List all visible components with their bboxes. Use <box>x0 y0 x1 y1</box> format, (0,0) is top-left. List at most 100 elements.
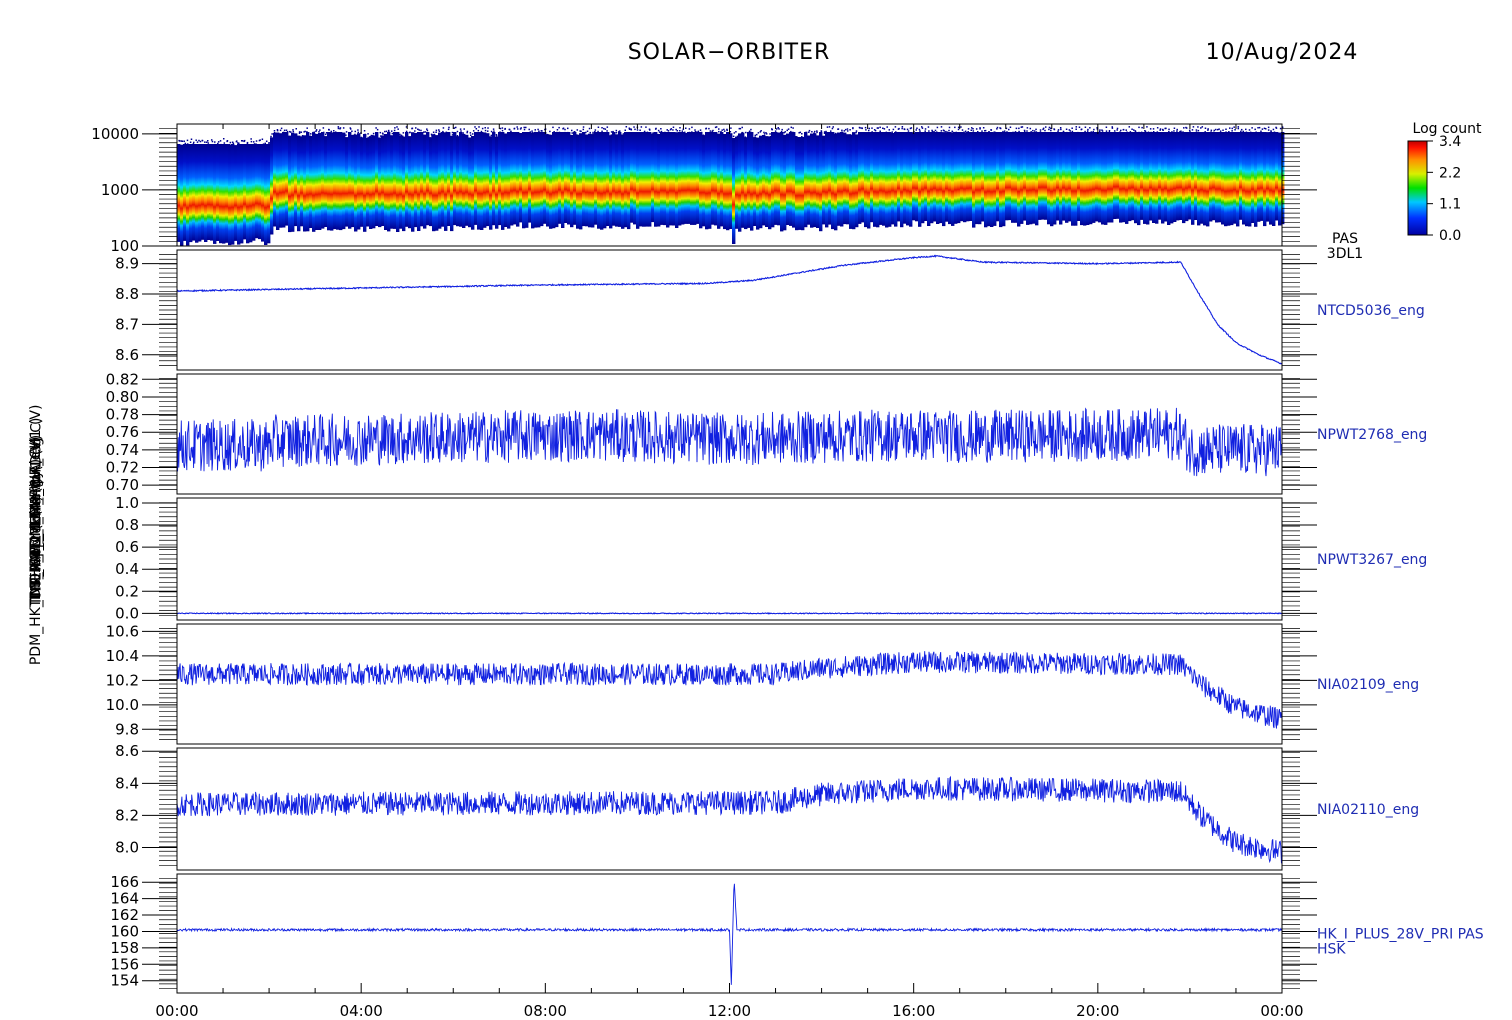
spectrogram-column <box>222 144 226 244</box>
speckle <box>451 134 454 136</box>
spectrogram-column <box>1275 132 1279 221</box>
colorbar-tick-label: 2.2 <box>1439 165 1461 181</box>
speckle <box>988 131 990 133</box>
spectrogram-column <box>309 136 313 228</box>
speckle <box>1057 130 1059 133</box>
spectrogram-column <box>1062 132 1066 221</box>
speckle <box>1084 126 1087 128</box>
spectrogram-column <box>651 133 655 223</box>
speckle <box>979 128 981 130</box>
speckle <box>298 131 301 133</box>
spectrogram-column <box>516 132 520 227</box>
speckle <box>1237 126 1240 128</box>
speckle <box>471 133 474 135</box>
spectrogram-column <box>1188 132 1192 220</box>
speckle <box>516 128 519 130</box>
speckle <box>240 140 243 142</box>
speckle <box>1111 127 1114 129</box>
speckle <box>1096 127 1098 129</box>
speckle <box>210 139 213 141</box>
speckle <box>285 129 288 131</box>
spectrogram-column <box>231 144 235 245</box>
speckle <box>841 131 843 133</box>
spectrogram-column <box>594 132 598 225</box>
speckle <box>351 130 353 132</box>
spectrogram-column <box>813 133 817 228</box>
spectrogram-column <box>237 144 241 245</box>
speckle <box>204 141 206 143</box>
speckle <box>970 129 973 131</box>
speckle <box>660 128 662 130</box>
spectrogram-column <box>1014 132 1018 223</box>
speckle <box>666 129 668 131</box>
spectrogram-column <box>915 132 919 222</box>
speckle <box>589 131 591 134</box>
spectrogram-column <box>945 132 949 222</box>
spectrogram-column <box>1065 132 1069 223</box>
speckle <box>729 131 732 133</box>
spectrogram-column <box>1221 132 1225 225</box>
spectrogram-column <box>1248 132 1252 227</box>
speckle <box>571 132 573 134</box>
speckle <box>301 135 304 137</box>
speckle <box>811 131 813 133</box>
spectrogram-column <box>477 132 481 230</box>
spectrogram-column <box>420 132 424 227</box>
speckle <box>214 143 216 146</box>
spectrogram-column <box>519 133 523 223</box>
speckle <box>456 135 459 137</box>
speckle <box>466 130 469 133</box>
speckle <box>214 141 216 143</box>
speckle <box>808 131 810 133</box>
spectrogram-column <box>1080 132 1084 226</box>
speckle <box>715 126 718 128</box>
speckle <box>745 131 747 134</box>
spectrogram-column <box>738 133 742 232</box>
spectrogram-column <box>456 136 460 227</box>
speckle <box>1071 127 1073 129</box>
speckle <box>750 128 752 131</box>
spectrogram-column <box>639 132 643 227</box>
series-name: NIA02110_eng <box>1317 802 1419 818</box>
spectrogram-column <box>879 132 883 225</box>
speckle <box>1078 126 1081 128</box>
speckle <box>402 135 404 138</box>
speckle <box>867 129 870 132</box>
spectrogram-column <box>210 144 214 241</box>
speckle <box>906 128 909 131</box>
speckle <box>1069 130 1072 132</box>
speckle <box>622 133 625 135</box>
speckle <box>523 126 525 129</box>
spectrogram-column <box>492 132 496 226</box>
spectrogram-column <box>783 134 787 231</box>
spectrogram-column <box>1179 132 1183 220</box>
speckle <box>558 131 561 134</box>
spectrogram-column <box>297 135 301 232</box>
spectrogram-column <box>1026 132 1030 225</box>
spectrogram-column <box>441 132 445 227</box>
spectrogram-column <box>576 134 580 229</box>
speckle <box>1015 127 1018 130</box>
speckle <box>726 128 728 131</box>
speckle <box>549 130 551 133</box>
spectrogram-column <box>606 132 610 226</box>
y-axis-label: TNR_ANT_TEMP_CH1 (V) <box>29 435 45 606</box>
speckle <box>1263 127 1266 130</box>
spectrogram-column <box>447 132 451 226</box>
x-tick-label: 00:00 <box>1260 1002 1303 1020</box>
spectrogram-column <box>564 132 568 223</box>
speckle <box>499 127 502 130</box>
spectrogram-column <box>786 133 790 225</box>
y-tick-label: 166 <box>110 873 139 891</box>
speckle <box>451 131 454 134</box>
speckle <box>931 130 934 133</box>
spectrogram-column <box>939 132 943 224</box>
spectrogram-column <box>948 132 952 225</box>
speckle <box>813 130 816 133</box>
speckle <box>1270 131 1272 133</box>
speckle <box>1183 127 1185 129</box>
speckle <box>612 130 614 133</box>
speckle <box>510 131 512 133</box>
speckle <box>1029 127 1032 130</box>
